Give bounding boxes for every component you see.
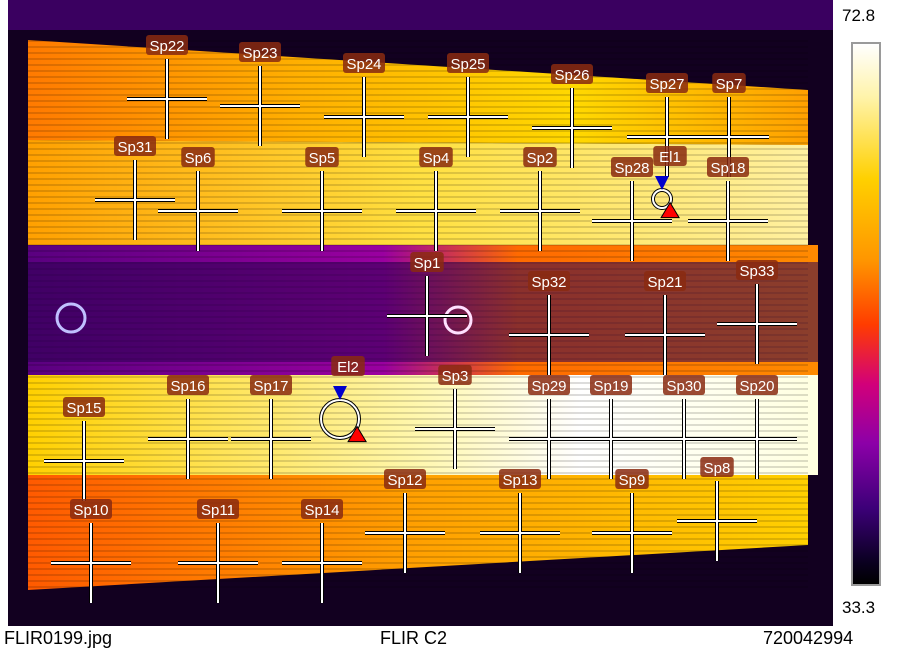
- scale-max-label: 72.8: [842, 6, 876, 25]
- spot-marker: Sp22: [127, 35, 207, 139]
- spot-marker: Sp33: [717, 260, 797, 364]
- spot-label: Sp6: [185, 150, 212, 167]
- ellipse-label: El2: [337, 359, 359, 376]
- spot-label: Sp4: [423, 150, 450, 167]
- cold-spot-marker: [333, 386, 347, 400]
- spot-label: Sp11: [201, 502, 235, 519]
- spot-marker: Sp20: [717, 375, 797, 479]
- spot-label: Sp20: [739, 378, 774, 395]
- spot-label: Sp5: [309, 150, 336, 167]
- spot-label: Sp19: [593, 378, 628, 395]
- spot-marker: Sp25: [428, 53, 508, 157]
- ellipse-marker: El2: [319, 356, 367, 443]
- cold-spot-marker: [655, 176, 669, 190]
- ellipse-label: El1: [659, 149, 681, 166]
- spot-label: Sp13: [502, 472, 537, 489]
- spot-label: Sp10: [73, 502, 108, 519]
- footer-filename: FLIR0199.jpg: [4, 628, 113, 648]
- spot-marker: Sp12: [365, 469, 445, 573]
- spot-marker: Sp11: [178, 499, 258, 603]
- spot-marker: Sp23: [220, 42, 300, 146]
- spot-label: Sp24: [346, 56, 381, 73]
- spot-label: Sp28: [614, 160, 649, 177]
- spot-marker: Sp29: [509, 375, 589, 479]
- spot-label: Sp31: [117, 139, 152, 156]
- spot-label: Sp16: [170, 378, 205, 395]
- spot-label: Sp3: [442, 368, 469, 385]
- spot-label: Sp23: [242, 45, 277, 62]
- footer-serial-number: 720042994: [763, 628, 854, 648]
- spot-label: Sp26: [554, 67, 589, 84]
- spot-marker: Sp15: [44, 397, 124, 501]
- spot-marker: Sp5: [282, 147, 362, 251]
- spot-label: Sp8: [704, 460, 731, 477]
- spot-marker: Sp32: [509, 271, 589, 375]
- hot-spot-marker: [660, 201, 680, 219]
- thermal-image: Sp22 Sp23 Sp24 Sp25 Sp26 Sp27 Sp7 Sp31 Sp6 Sp5 Sp4…: [8, 0, 833, 626]
- spot-label: Sp9: [619, 472, 646, 489]
- spot-label: Sp32: [531, 274, 566, 291]
- spot-marker: Sp6: [158, 147, 238, 251]
- spot-marker: Sp30: [644, 375, 724, 479]
- spot-marker: Sp1: [387, 252, 467, 356]
- spot-label: Sp7: [716, 76, 743, 93]
- spot-marker: Sp16: [148, 375, 228, 479]
- spot-label: Sp1: [414, 255, 441, 272]
- spot-marker: Sp9: [592, 469, 672, 573]
- spot-label: Sp29: [531, 378, 566, 395]
- spot-marker: Sp13: [480, 469, 560, 573]
- spot-marker: Sp21: [625, 271, 705, 375]
- spot-label: Sp21: [647, 274, 682, 291]
- spot-marker: Sp10: [51, 499, 131, 603]
- spot-label: Sp17: [253, 378, 288, 395]
- footer-camera-model: FLIR C2: [380, 628, 448, 648]
- scale-min-label: 33.3: [842, 598, 876, 617]
- hot-spot-marker: [347, 425, 367, 443]
- spot-marker: Sp4: [396, 147, 476, 251]
- spot-label: Sp25: [450, 56, 485, 73]
- spot-marker: Sp19: [571, 375, 651, 479]
- spot-label: Sp27: [649, 76, 684, 93]
- spot-marker: Sp2: [500, 147, 580, 251]
- spot-label: Sp2: [527, 150, 554, 167]
- spot-marker: Sp3: [415, 365, 495, 469]
- spot-marker: Sp26: [532, 64, 612, 168]
- spot-label: Sp12: [387, 472, 422, 489]
- spot-label: Sp18: [710, 160, 745, 177]
- spot-label: Sp14: [304, 502, 339, 519]
- spot-marker: Sp28: [592, 157, 672, 261]
- spot-marker: Sp8: [677, 457, 757, 561]
- spot-marker: Sp14: [282, 499, 362, 603]
- spot-label: Sp33: [739, 263, 774, 280]
- spot-label: Sp15: [66, 400, 101, 417]
- ellipse-marker: El1: [651, 146, 687, 219]
- spot-marker: Sp17: [231, 375, 311, 479]
- spot-marker: Sp18: [688, 157, 768, 261]
- spot-marker: Sp31: [95, 136, 175, 240]
- spot-label: Sp22: [149, 38, 184, 55]
- spot-label: Sp30: [666, 378, 701, 395]
- spot-marker: Sp24: [324, 53, 404, 157]
- color-scale-bar: [851, 42, 881, 586]
